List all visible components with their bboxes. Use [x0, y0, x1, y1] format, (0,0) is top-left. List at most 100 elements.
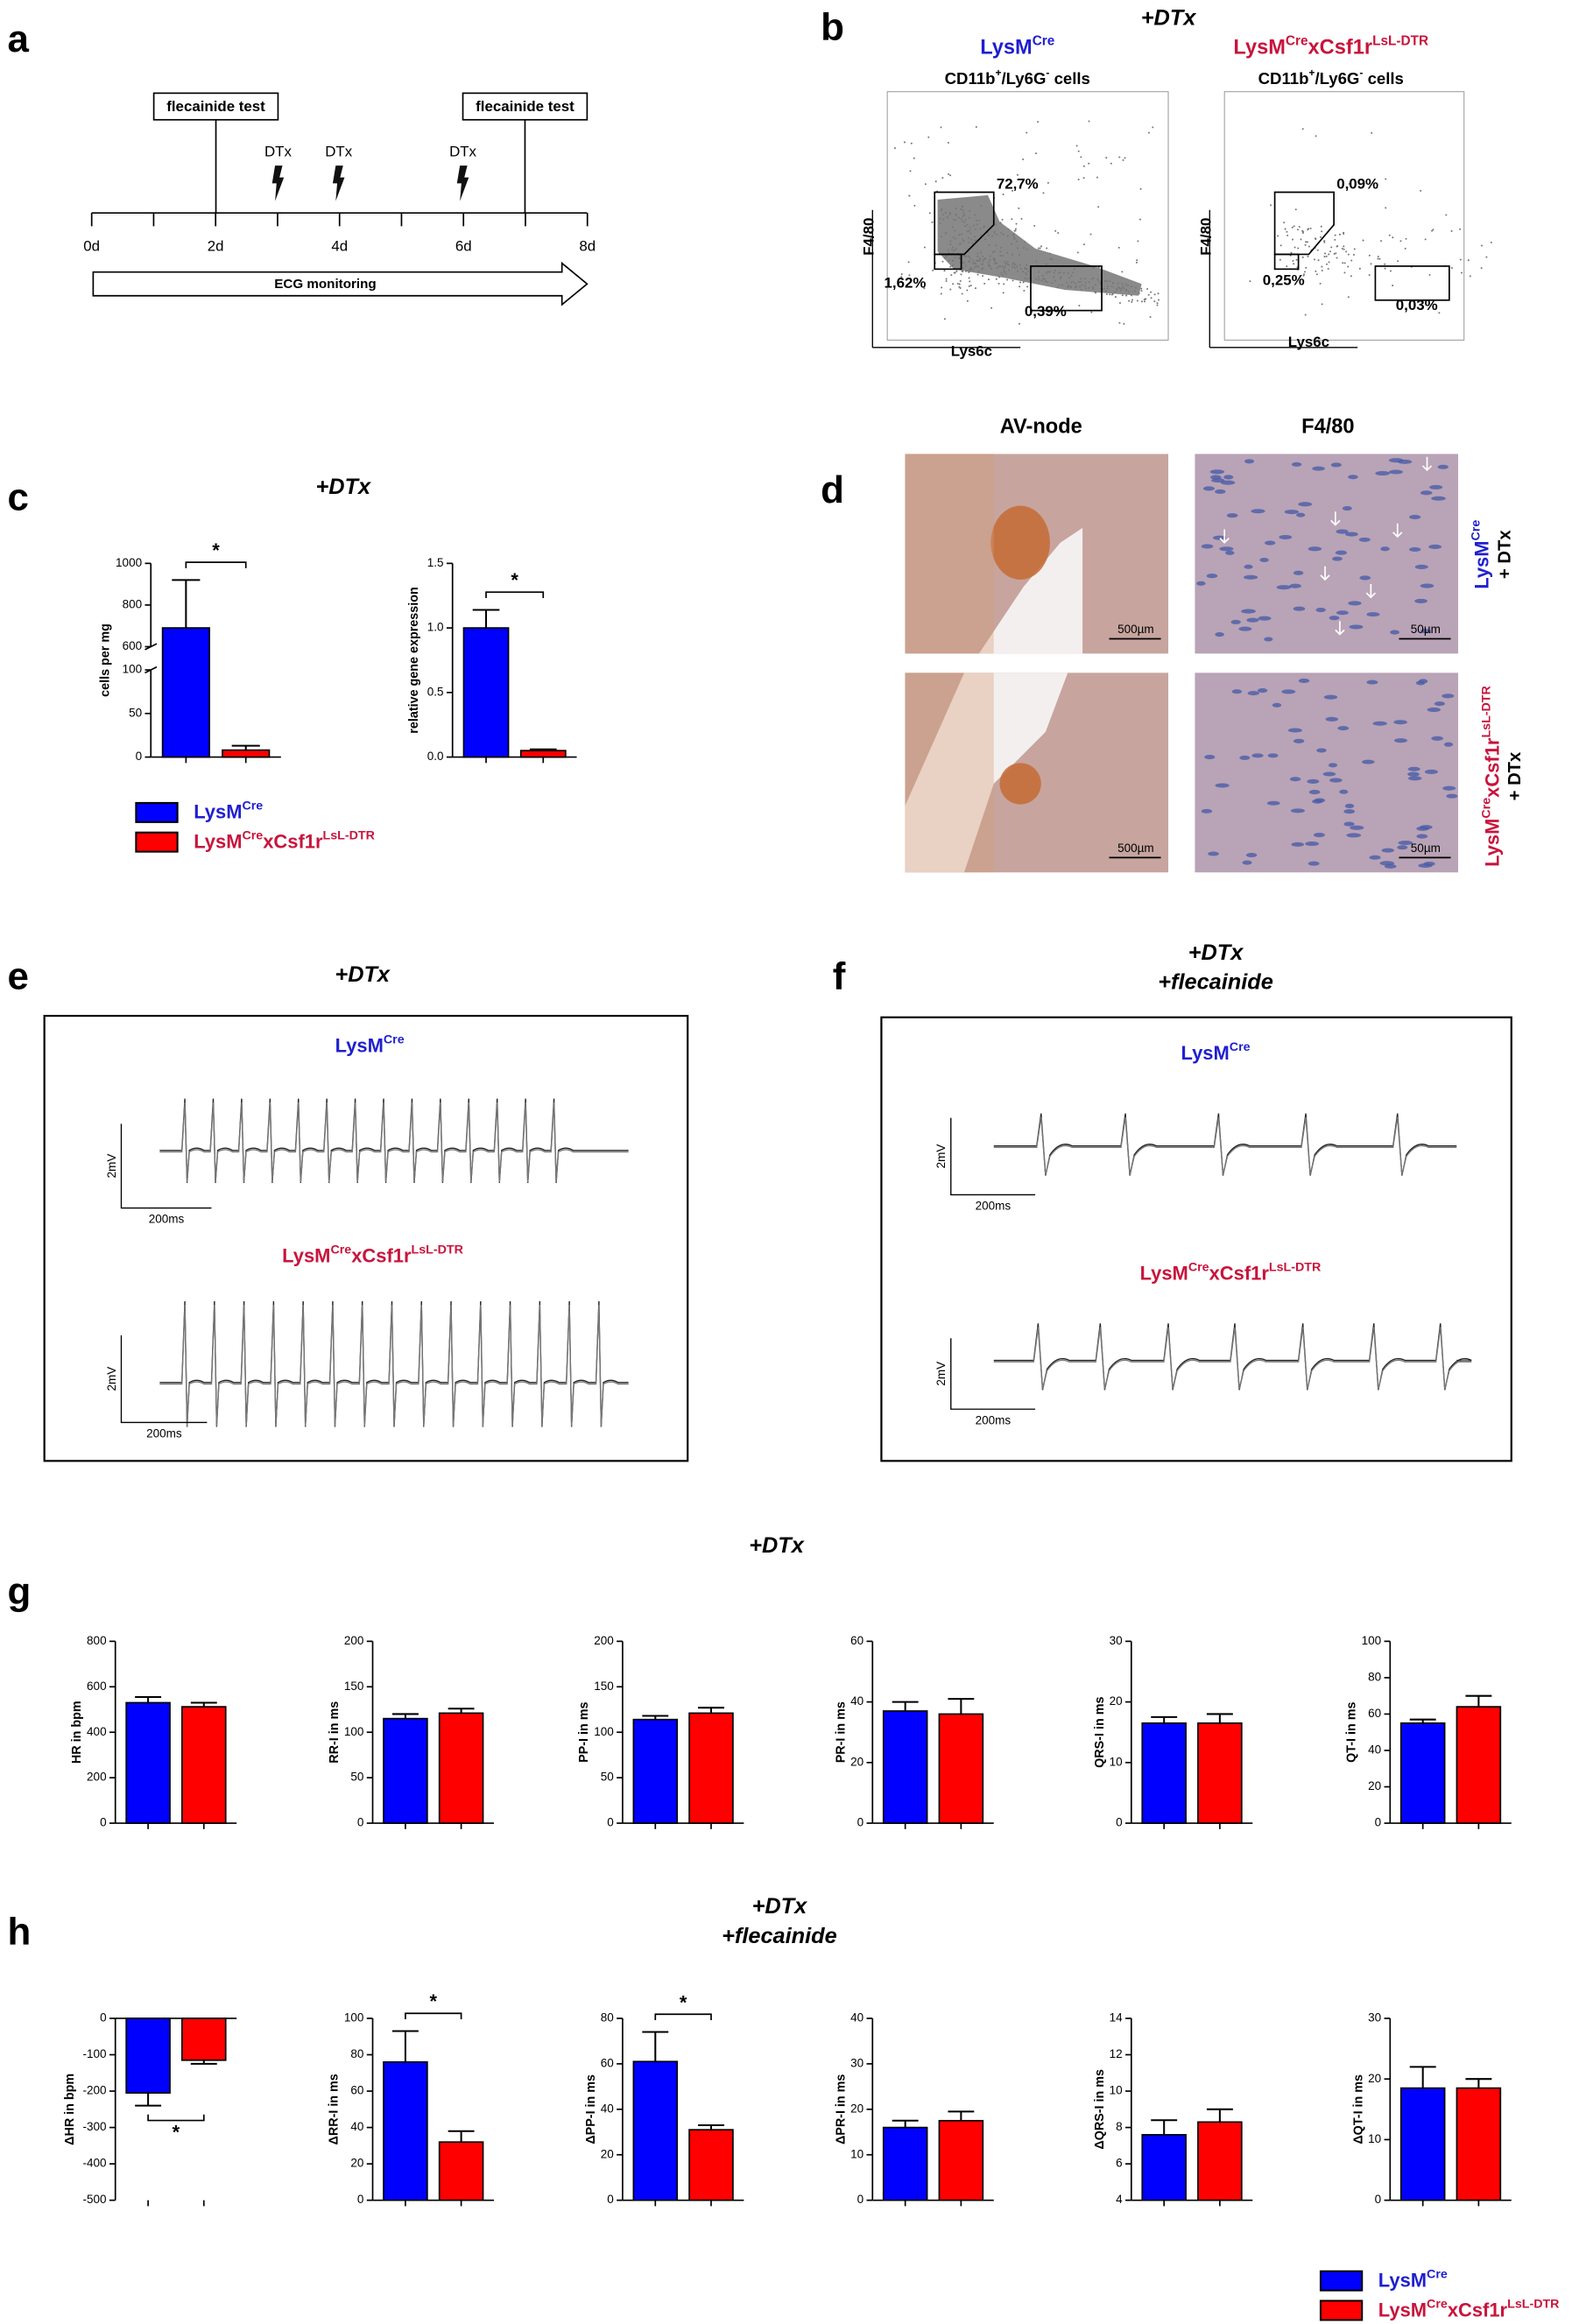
ecg-trace: [993, 1116, 1457, 1175]
event-dot: [1336, 257, 1338, 259]
timeline-label: 8d: [579, 237, 596, 254]
error-bar: [1409, 2066, 1436, 2088]
event-dot: [961, 206, 963, 208]
nucleus: [1209, 469, 1225, 475]
monitoring-label: ECG monitoring: [274, 277, 376, 292]
event-dot: [941, 260, 944, 263]
ecg-trace: [159, 1305, 629, 1426]
event-dot: [1011, 243, 1013, 245]
event-dot: [1067, 285, 1069, 288]
event-dot: [1138, 218, 1141, 221]
bar: [161, 627, 210, 758]
nucleus: [1343, 821, 1355, 827]
event-dot: [1315, 135, 1317, 137]
event-dot: [1388, 234, 1391, 236]
legend-swatch: [1319, 2270, 1364, 2292]
nucleus: [1267, 753, 1279, 758]
nucleus: [1211, 478, 1225, 483]
event-dot: [995, 278, 997, 280]
significance-bracket: [185, 561, 247, 568]
event-dot: [978, 219, 981, 222]
event-dot: [941, 218, 945, 221]
text-part: xCsf1r: [1448, 2299, 1508, 2320]
nucleus: [1418, 863, 1433, 869]
text-part: LysM: [1470, 540, 1492, 588]
y-tick-label: 40: [850, 2011, 864, 2025]
arrow: [1392, 523, 1403, 539]
nucleus: [1291, 842, 1305, 847]
nucleus: [1231, 689, 1243, 694]
event-dot: [1081, 284, 1083, 286]
event-dot: [969, 209, 971, 212]
event-dot: [1002, 194, 1005, 196]
text-part: /Ly6G: [1315, 69, 1359, 88]
event-dot: [958, 285, 961, 288]
error-bar: [698, 2123, 724, 2130]
event-dot: [962, 261, 965, 264]
error-bar: [1465, 2078, 1492, 2088]
event-dot: [983, 225, 985, 228]
event-dot: [1118, 287, 1121, 290]
event-dot: [1304, 243, 1307, 246]
bar: [519, 750, 567, 758]
genotype-label: LysMCre: [1181, 1040, 1251, 1064]
event-dot: [1293, 263, 1295, 265]
event-dot: [1019, 264, 1021, 266]
event-dot: [893, 147, 896, 150]
nucleus: [1215, 489, 1226, 494]
text-part: cells: [1049, 69, 1089, 88]
nucleus: [1279, 534, 1293, 540]
event-dot: [989, 264, 991, 267]
event-dot: [966, 299, 969, 302]
event-dot: [1059, 278, 1061, 280]
event-dot: [1397, 260, 1399, 263]
event-dot: [1286, 230, 1288, 233]
event-dot: [1069, 286, 1072, 289]
nucleus: [1416, 826, 1429, 831]
y-tick-label: 400: [87, 1725, 107, 1738]
superscript: Cre: [1469, 520, 1483, 541]
event-dot: [1139, 187, 1142, 190]
event-dot: [1316, 249, 1319, 251]
event-dot: [943, 270, 946, 272]
event-dot: [1049, 252, 1052, 255]
event-dot: [976, 256, 979, 258]
event-dot: [984, 238, 987, 241]
y-tick-label: -400: [83, 2157, 107, 2170]
event-dot: [1399, 240, 1402, 243]
event-dot: [993, 230, 996, 233]
nucleus: [1291, 461, 1302, 467]
event-dot: [1345, 250, 1348, 253]
column-header: F4/80: [1301, 415, 1354, 438]
nucleus: [1226, 513, 1238, 518]
event-dot: [1329, 250, 1331, 253]
event-dot: [1072, 280, 1075, 283]
event-dot: [1286, 265, 1288, 268]
event-dot: [1347, 253, 1350, 256]
event-dot: [1120, 289, 1123, 292]
nucleus: [1420, 583, 1435, 588]
y-tick-label: 8: [1116, 2120, 1123, 2133]
bar: [1197, 2121, 1243, 2201]
nucleus: [1407, 771, 1420, 777]
y-tick-label: 0: [100, 1816, 107, 1829]
event-dot: [1153, 300, 1156, 303]
row-label: LysMCrexCsf1rLsL-DTR: [1479, 686, 1503, 867]
event-dot: [909, 170, 912, 173]
error-bar: [642, 2031, 669, 2062]
event-dot: [1323, 240, 1326, 243]
panel-title: +DTx: [335, 962, 391, 987]
event-dot: [974, 240, 976, 243]
event-dot: [1431, 229, 1434, 232]
nucleus: [1244, 459, 1255, 464]
event-dot: [1001, 265, 1004, 268]
event-dot: [1467, 259, 1470, 262]
time-label: 200ms: [149, 1213, 185, 1226]
event-dot: [931, 221, 934, 223]
event-dot: [1053, 276, 1055, 278]
y-tick-label: 0: [100, 2011, 107, 2025]
event-dot: [1368, 274, 1371, 277]
y-tick-label: -200: [83, 2084, 107, 2097]
event-dot: [974, 263, 976, 265]
y-axis-label: relative gene expression: [407, 587, 421, 733]
